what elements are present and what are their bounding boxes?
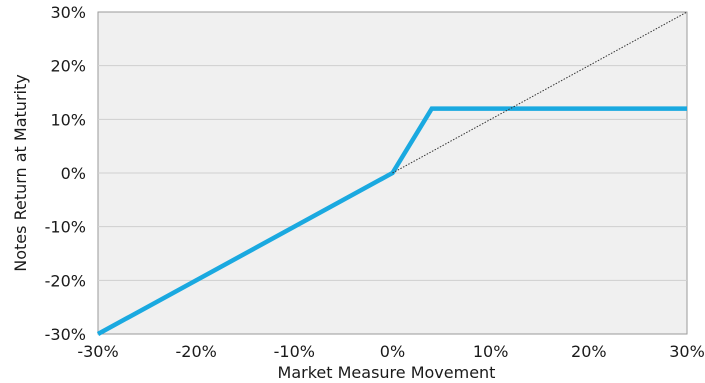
x-tick-label: -20% <box>175 342 216 361</box>
series-layer <box>96 11 688 336</box>
x-tick-label: 0% <box>380 342 405 361</box>
y-tick-label: 0% <box>61 164 86 183</box>
x-tick-label: 20% <box>571 342 607 361</box>
series-line <box>96 106 687 336</box>
y-tick-label: -30% <box>45 325 86 344</box>
y-tick-label: -20% <box>45 271 86 290</box>
y-tick-label: 30% <box>50 3 86 22</box>
reference-line <box>392 11 688 174</box>
tick-labels: 30% 20% 10% 0% -10% -20% -30%-30% -20% -10% 0% 10%… <box>45 3 705 361</box>
x-tick-label: 30% <box>669 342 705 361</box>
x-tick-label: 10% <box>473 342 509 361</box>
y-tick-label: 20% <box>50 57 86 76</box>
y-axis-title: Notes Return at Maturity <box>11 74 30 271</box>
x-tick-label: -10% <box>274 342 315 361</box>
y-tick-label: 10% <box>50 110 86 129</box>
x-axis-title: Market Measure Movement <box>278 363 496 382</box>
y-tick-label: -10% <box>45 218 86 237</box>
x-tick-label: -30% <box>77 342 118 361</box>
